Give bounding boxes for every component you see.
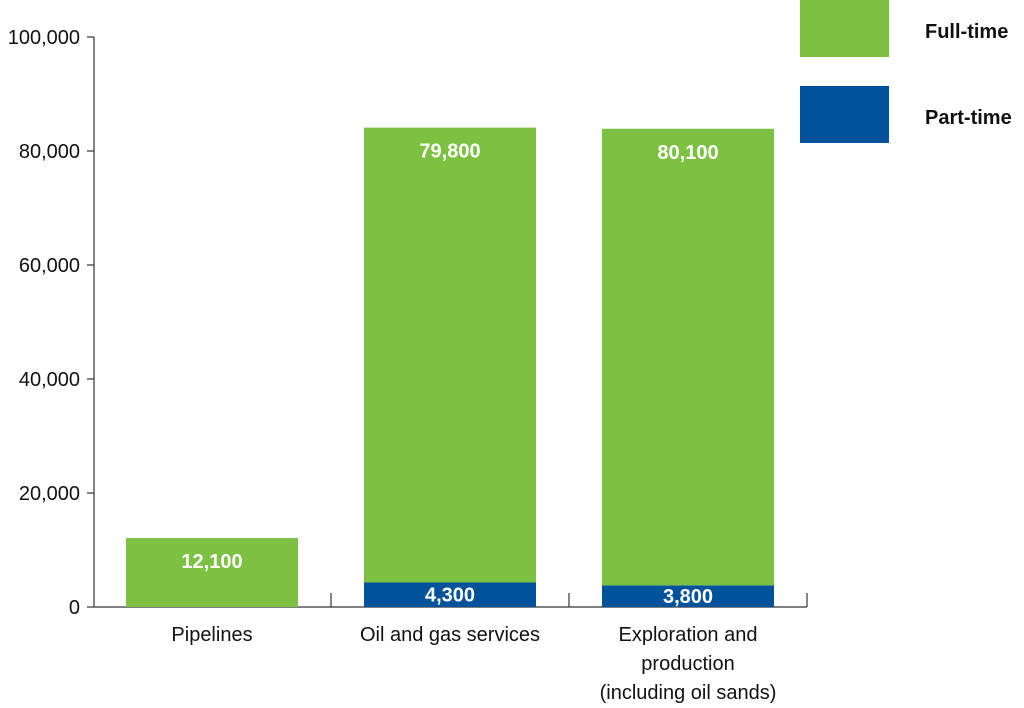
legend: Full-time Part-time xyxy=(800,0,1012,143)
bar-value-label: 4,300 xyxy=(425,585,475,607)
category-label: Oil and gas services xyxy=(360,624,540,646)
bar-part-time-2 xyxy=(602,585,774,607)
bar-full-time-0 xyxy=(126,538,298,607)
bar-value-label: 80,100 xyxy=(657,142,718,164)
bar-value-label: 3,800 xyxy=(663,586,713,608)
y-tick-label: 100,000 xyxy=(8,27,80,49)
bar-value-label: 12,100 xyxy=(181,551,242,573)
category-label-line: Pipelines xyxy=(171,624,252,646)
bar-full-time-1 xyxy=(364,127,536,583)
labels: 12,100 Pipelines 4,300 79,800 Oil and gas se… xyxy=(171,141,776,704)
bar-value-label: 79,800 xyxy=(419,141,480,163)
category-label: Pipelines xyxy=(171,624,252,646)
y-tick-label: 0 xyxy=(69,597,80,619)
legend-label-part-time: Part-time xyxy=(925,107,1012,129)
category-label-line: Oil and gas services xyxy=(360,624,540,646)
bar-full-time-2 xyxy=(602,128,774,586)
category-label-line: (including oil sands) xyxy=(600,682,777,704)
legend-swatch-part-time xyxy=(800,86,889,143)
y-tick-label: 60,000 xyxy=(19,255,80,277)
category-label: Exploration and production (including oil … xyxy=(600,624,777,704)
axes: 0 20,000 40,000 60,000 80,000 100,000 xyxy=(8,27,808,619)
y-tick-label: 40,000 xyxy=(19,369,80,391)
bars xyxy=(126,127,774,607)
bar-part-time-1 xyxy=(364,582,536,607)
legend-swatch-full-time xyxy=(800,0,889,57)
category-label-line: Exploration and xyxy=(619,624,758,646)
legend-label-full-time: Full-time xyxy=(925,21,1008,43)
y-tick-label: 80,000 xyxy=(19,141,80,163)
y-tick-label: 20,000 xyxy=(19,483,80,505)
category-label-line: production xyxy=(641,653,734,675)
